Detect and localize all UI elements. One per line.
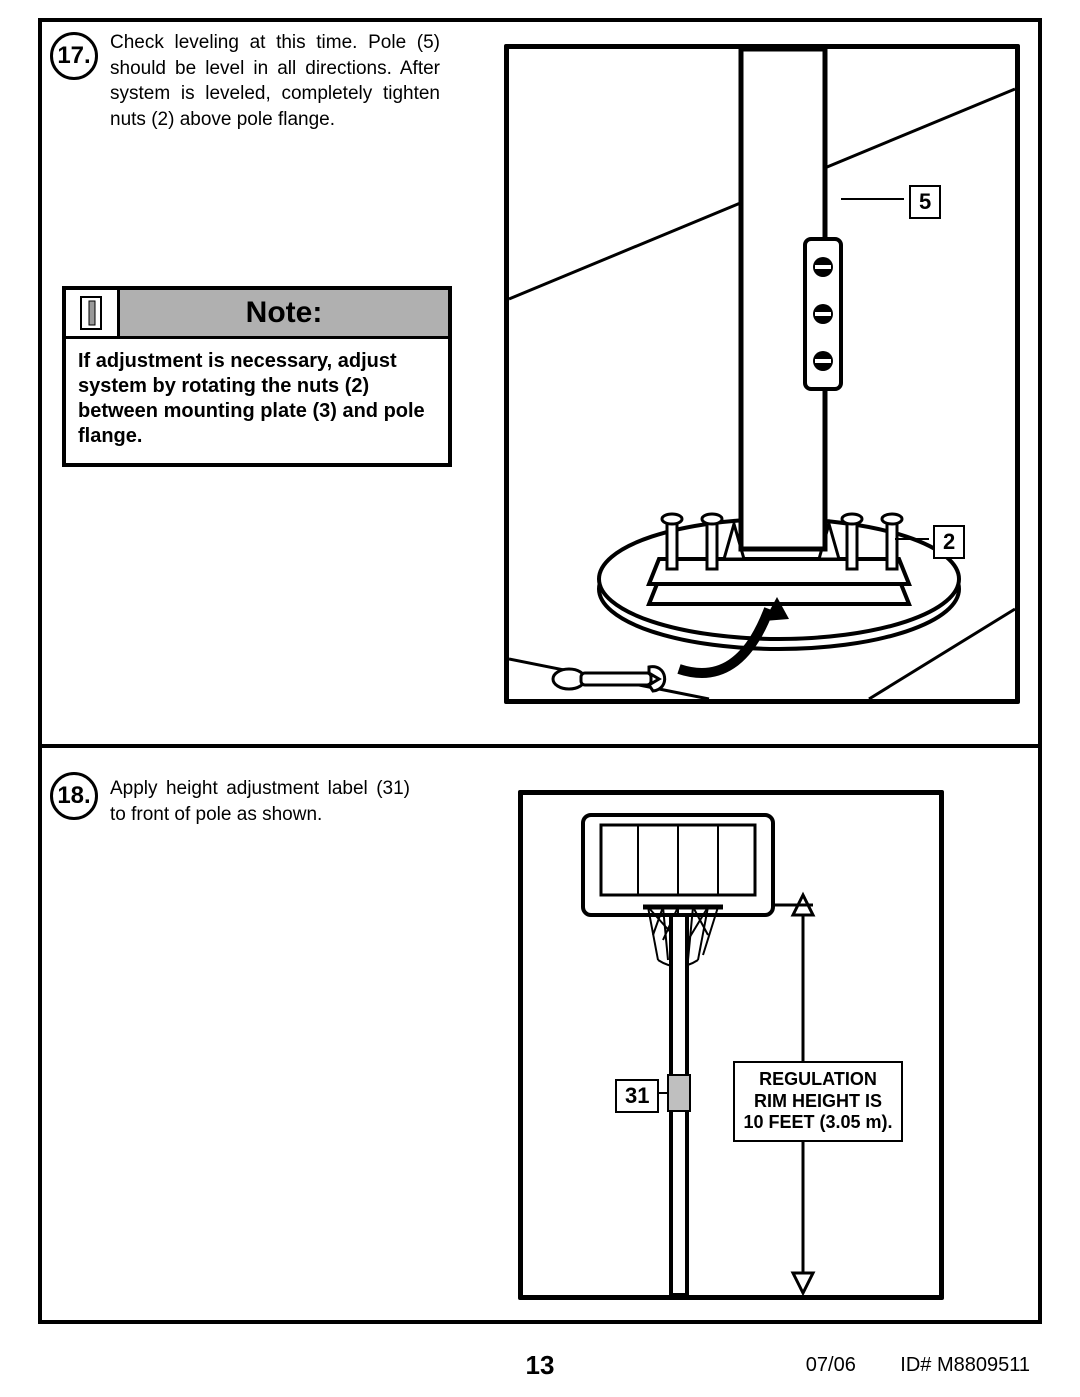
footer-date: 07/06 (806, 1354, 856, 1376)
callout-2: 2 (933, 525, 965, 559)
step-17-text: Check leveling at this time. Pole (5) sh… (110, 30, 440, 133)
page-footer: 13 07/06 ID# M8809511 (0, 1354, 1080, 1377)
step-number-text: 17. (57, 42, 90, 70)
callout-31: 31 (615, 1079, 659, 1113)
note-box: Note: If adjustment is necessary, adjust… (62, 286, 452, 467)
step-number-text: 18. (57, 782, 90, 810)
note-body: If adjustment is necessary, adjust syste… (66, 339, 448, 463)
illustration-step-18: 31 REGULATION RIM HEIGHT IS 10 FEET (3.0… (518, 790, 944, 1300)
regulation-line3: 10 FEET (3.05 m). (743, 1112, 893, 1134)
footer-id: ID# M8809511 (900, 1354, 1030, 1376)
section-divider (42, 744, 1038, 748)
regulation-line2: RIM HEIGHT IS (743, 1091, 893, 1113)
manual-page: 17. Check leveling at this time. Pole (5… (0, 0, 1080, 1397)
step-number-18: 18. (50, 772, 98, 820)
callout-5: 5 (909, 185, 941, 219)
illustration-step-17: 5 2 (504, 44, 1020, 704)
note-icon (66, 290, 120, 336)
regulation-line1: REGULATION (743, 1069, 893, 1091)
regulation-box: REGULATION RIM HEIGHT IS 10 FEET (3.05 m… (733, 1061, 903, 1142)
step-18-text: Apply height adjustment label (31) to fr… (110, 776, 410, 827)
step-number-17: 17. (50, 32, 98, 80)
page-number: 13 (526, 1350, 555, 1381)
note-title: Note: (120, 290, 448, 336)
note-header: Note: (66, 290, 448, 339)
